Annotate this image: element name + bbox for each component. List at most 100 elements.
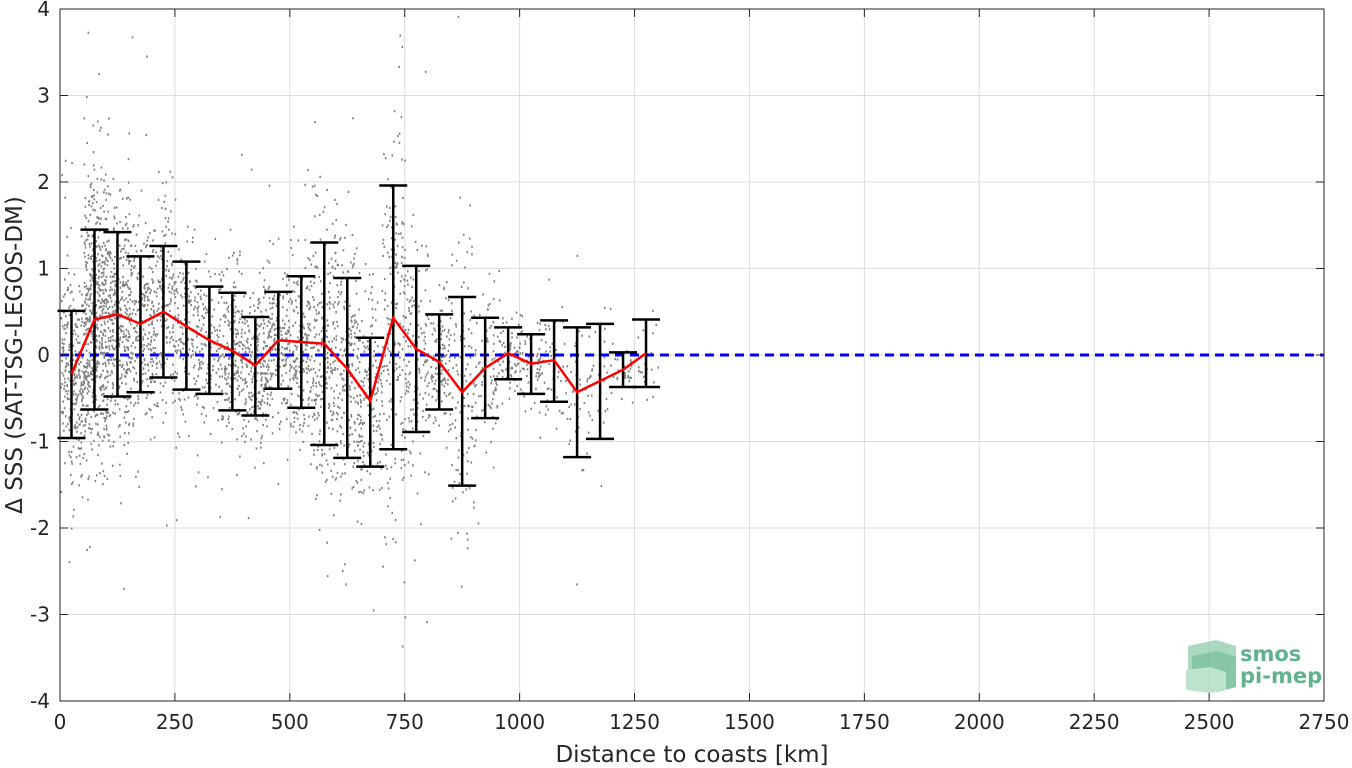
scatter-point — [91, 254, 93, 258]
scatter-point — [535, 375, 538, 378]
scatter-point — [141, 380, 144, 383]
scatter-point — [206, 372, 208, 375]
scatter-point — [490, 441, 493, 444]
scatter-point — [214, 272, 216, 276]
scatter-point — [89, 545, 91, 548]
scatter-point — [114, 309, 117, 312]
scatter-point — [119, 316, 121, 319]
scatter-point — [315, 467, 318, 470]
scatter-point — [445, 281, 448, 284]
scatter-point — [108, 358, 111, 361]
scatter-point — [137, 224, 139, 227]
scatter-point — [305, 339, 308, 342]
scatter-point — [106, 415, 108, 418]
scatter-point — [343, 349, 346, 353]
scatter-point — [244, 350, 247, 353]
scatter-point — [233, 281, 235, 284]
scatter-point — [75, 338, 78, 341]
scatter-point — [125, 421, 127, 424]
scatter-point — [301, 324, 304, 327]
scatter-point — [425, 359, 427, 362]
scatter-point — [354, 336, 357, 339]
scatter-point — [410, 452, 412, 455]
scatter-point — [138, 485, 140, 488]
scatter-point — [237, 413, 240, 416]
scatter-point — [102, 470, 105, 473]
scatter-point — [399, 280, 402, 283]
scatter-point — [389, 477, 392, 480]
scatter-point — [98, 284, 101, 287]
scatter-point — [587, 431, 590, 434]
scatter-point — [107, 336, 110, 340]
scatter-point — [96, 360, 99, 363]
scatter-point — [110, 318, 112, 322]
scatter-point — [310, 463, 312, 466]
scatter-point — [295, 365, 297, 368]
scatter-point — [578, 330, 580, 333]
scatter-point — [562, 365, 564, 368]
scatter-point — [69, 473, 72, 476]
scatter-point — [263, 332, 265, 335]
scatter-point — [457, 373, 459, 376]
scatter-point — [465, 488, 467, 491]
scatter-point — [177, 317, 179, 320]
scatter-point — [96, 340, 98, 343]
scatter-point — [292, 411, 294, 414]
scatter-point — [389, 266, 391, 269]
scatter-point — [133, 299, 136, 303]
scatter-point — [404, 372, 407, 376]
scatter-point — [147, 286, 149, 289]
scatter-point — [87, 298, 90, 301]
scatter-point — [156, 260, 159, 263]
scatter-point — [319, 363, 321, 366]
scatter-point — [505, 321, 508, 324]
scatter-point — [229, 228, 232, 231]
scatter-point — [334, 251, 337, 255]
scatter-point — [136, 324, 138, 327]
scatter-point — [290, 239, 292, 242]
scatter-point — [161, 278, 163, 282]
scatter-point — [313, 346, 316, 349]
scatter-point — [167, 250, 170, 253]
scatter-point — [273, 340, 275, 343]
scatter-point — [454, 497, 457, 500]
scatter-point — [95, 240, 98, 243]
scatter-point — [315, 381, 317, 385]
scatter-point — [455, 364, 458, 367]
scatter-point — [257, 302, 260, 306]
scatter-point — [367, 404, 369, 407]
scatter-point — [240, 376, 242, 380]
scatter-point — [83, 325, 85, 328]
scatter-point — [462, 233, 465, 236]
scatter-point — [257, 356, 259, 359]
scatter-point — [491, 379, 493, 382]
scatter-point — [250, 168, 253, 171]
scatter-point — [492, 350, 495, 353]
scatter-point — [186, 337, 189, 340]
scatter-point — [100, 178, 103, 181]
scatter-point — [225, 382, 228, 385]
scatter-point — [372, 316, 374, 319]
scatter-point — [463, 281, 465, 284]
scatter-point — [293, 374, 295, 377]
scatter-point — [390, 301, 393, 304]
scatter-point — [63, 293, 66, 296]
scatter-point — [422, 363, 425, 367]
scatter-point — [127, 256, 130, 259]
scatter-point — [177, 307, 179, 310]
scatter-point — [451, 422, 454, 426]
scatter-point — [356, 440, 358, 443]
scatter-point — [155, 251, 158, 254]
scatter-point — [460, 285, 463, 288]
scatter-point — [332, 275, 335, 278]
scatter-point — [374, 393, 376, 396]
scatter-point — [266, 344, 269, 348]
scatter-point — [513, 362, 516, 366]
scatter-point — [89, 372, 92, 375]
scatter-point — [130, 316, 133, 320]
scatter-point — [261, 399, 264, 402]
scatter-point — [144, 222, 147, 225]
scatter-point — [352, 325, 355, 328]
scatter-point — [281, 402, 283, 405]
scatter-point — [403, 256, 406, 259]
